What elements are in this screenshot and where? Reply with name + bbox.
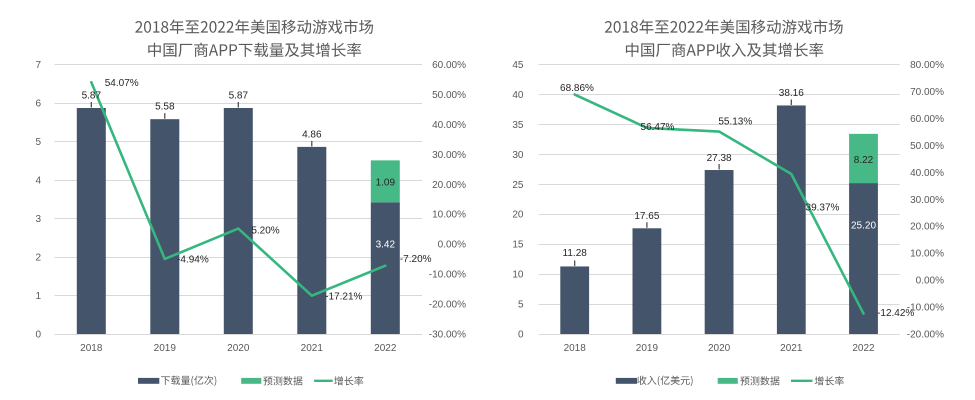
svg-text:0.00%: 0.00% — [916, 276, 944, 287]
svg-text:25: 25 — [512, 180, 524, 191]
svg-text:10.00%: 10.00% — [910, 249, 944, 260]
svg-text:68.86%: 68.86% — [560, 83, 594, 94]
svg-text:27.38: 27.38 — [707, 153, 732, 164]
svg-text:5: 5 — [35, 137, 41, 148]
svg-text:20.00%: 20.00% — [910, 222, 944, 233]
svg-text:30.00%: 30.00% — [910, 195, 944, 206]
svg-text:8.22: 8.22 — [854, 155, 874, 166]
svg-text:40: 40 — [512, 90, 524, 101]
svg-text:-20.00%: -20.00% — [907, 330, 944, 341]
svg-text:35: 35 — [512, 120, 524, 131]
svg-text:17.65: 17.65 — [634, 211, 659, 222]
svg-text:-12.42%: -12.42% — [877, 308, 914, 319]
svg-text:4.86: 4.86 — [302, 129, 322, 140]
svg-text:50.00%: 50.00% — [432, 90, 466, 101]
svg-text:10: 10 — [512, 270, 524, 281]
svg-text:2022: 2022 — [852, 343, 875, 354]
svg-text:39.37%: 39.37% — [806, 203, 840, 214]
svg-text:0: 0 — [518, 330, 524, 341]
svg-text:2019: 2019 — [154, 343, 177, 354]
svg-text:0: 0 — [35, 330, 41, 341]
svg-text:6: 6 — [35, 99, 41, 110]
svg-text:5.87: 5.87 — [229, 91, 249, 102]
svg-text:5: 5 — [518, 300, 524, 311]
svg-text:40.00%: 40.00% — [432, 120, 466, 131]
svg-text:50.00%: 50.00% — [910, 141, 944, 152]
svg-text:20: 20 — [512, 210, 524, 221]
svg-text:2020: 2020 — [227, 343, 250, 354]
svg-text:60.00%: 60.00% — [910, 114, 944, 125]
svg-text:5.20%: 5.20% — [251, 225, 279, 236]
svg-text:-7.20%: -7.20% — [400, 254, 432, 265]
svg-text:2018: 2018 — [564, 343, 587, 354]
svg-text:30.00%: 30.00% — [432, 150, 466, 161]
svg-text:5.87: 5.87 — [82, 91, 102, 102]
svg-text:-30.00%: -30.00% — [429, 330, 466, 341]
svg-text:4: 4 — [35, 176, 41, 187]
svg-text:-17.21%: -17.21% — [325, 292, 362, 303]
svg-text:60.00%: 60.00% — [432, 60, 466, 71]
svg-text:55.13%: 55.13% — [718, 117, 752, 128]
svg-text:70.00%: 70.00% — [910, 87, 944, 98]
svg-text:80.00%: 80.00% — [910, 60, 944, 71]
svg-text:2: 2 — [35, 253, 41, 264]
svg-text:3.42: 3.42 — [376, 240, 396, 251]
svg-text:45: 45 — [512, 60, 524, 71]
svg-text:2018: 2018 — [80, 343, 103, 354]
svg-text:30: 30 — [512, 150, 524, 161]
svg-text:2020: 2020 — [708, 343, 731, 354]
svg-text:5.58: 5.58 — [155, 102, 175, 113]
svg-text:25.20: 25.20 — [851, 221, 876, 232]
svg-text:20.00%: 20.00% — [432, 180, 466, 191]
svg-text:1.09: 1.09 — [376, 177, 396, 188]
svg-text:3: 3 — [35, 214, 41, 225]
svg-text:7: 7 — [35, 60, 41, 71]
svg-text:56.47%: 56.47% — [641, 122, 675, 133]
svg-text:54.07%: 54.07% — [105, 78, 139, 89]
svg-text:40.00%: 40.00% — [910, 168, 944, 179]
svg-text:2021: 2021 — [780, 343, 803, 354]
svg-text:2022: 2022 — [374, 343, 397, 354]
svg-text:15: 15 — [512, 240, 524, 251]
svg-text:10.00%: 10.00% — [432, 210, 466, 221]
svg-text:2019: 2019 — [636, 343, 659, 354]
svg-text:11.28: 11.28 — [563, 248, 588, 259]
svg-text:-4.94%: -4.94% — [177, 254, 209, 265]
svg-text:-10.00%: -10.00% — [907, 303, 944, 314]
svg-text:38.16: 38.16 — [779, 88, 804, 99]
svg-text:-10.00%: -10.00% — [429, 270, 466, 281]
svg-text:1: 1 — [35, 291, 41, 302]
svg-text:0.00%: 0.00% — [438, 240, 466, 251]
svg-text:2021: 2021 — [301, 343, 324, 354]
svg-text:-20.00%: -20.00% — [429, 300, 466, 311]
